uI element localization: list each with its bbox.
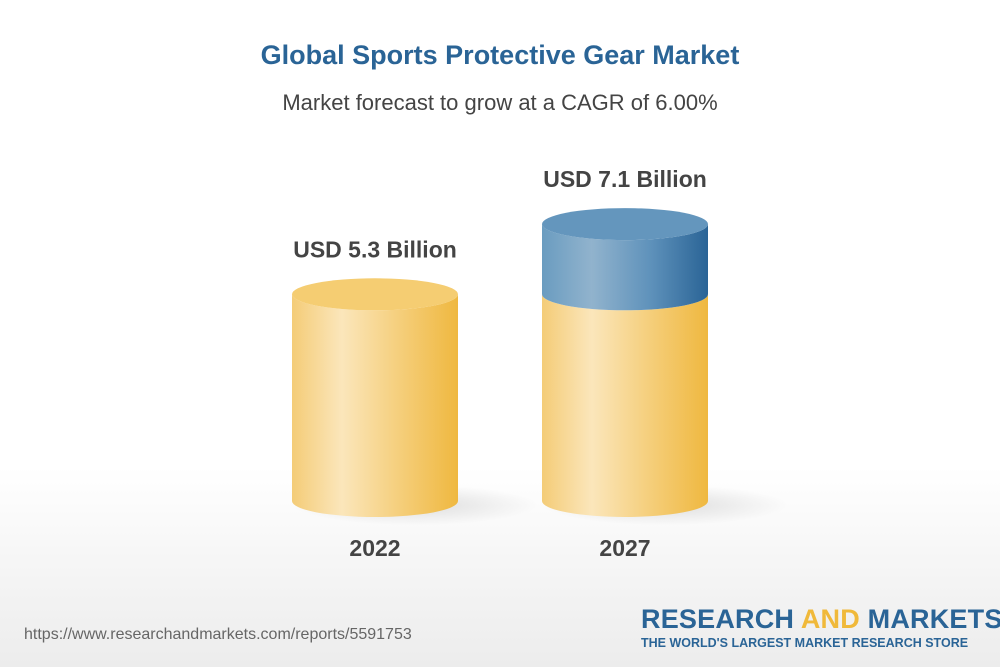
chart-title: Global Sports Protective Gear Market: [260, 40, 740, 70]
logo-text-research: RESEARCH: [641, 604, 801, 634]
chart-subtitle: Market forecast to grow at a CAGR of 6.0…: [282, 90, 718, 115]
x-tick-label: 2027: [599, 535, 650, 561]
research-and-markets-logo: RESEARCH AND MARKETS THE WORLD'S LARGEST…: [641, 604, 1000, 650]
x-tick-label: 2022: [349, 535, 400, 561]
report-url[interactable]: https://www.researchandmarkets.com/repor…: [24, 626, 412, 643]
cylinder-top: [292, 278, 458, 311]
logo-tagline: THE WORLD'S LARGEST MARKET RESEARCH STOR…: [641, 636, 969, 650]
logo-text-and: AND: [800, 604, 860, 634]
bar-growth-2027: [542, 224, 708, 311]
data-label: USD 5.3 Billion: [293, 236, 457, 262]
bar-base-2027: [542, 294, 708, 517]
cylinder-top: [542, 208, 708, 241]
data-label: USD 7.1 Billion: [543, 166, 707, 192]
bar-2022: [292, 294, 458, 517]
logo-text-markets: MARKETS: [859, 604, 1000, 634]
